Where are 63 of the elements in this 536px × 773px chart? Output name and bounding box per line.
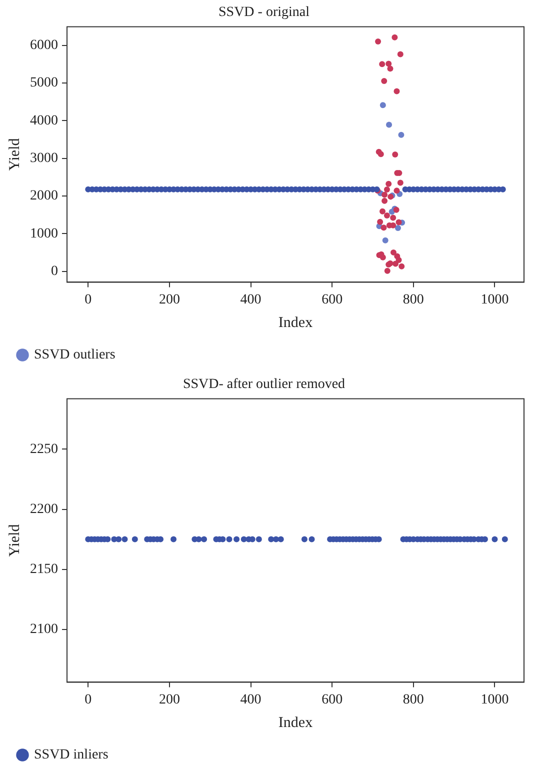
y-tick-label: 2100 [30,622,58,638]
point [394,88,400,94]
y-tick-label: 1000 [30,226,58,242]
point [377,218,384,225]
point [390,214,396,221]
x-tick-label: 1000 [480,692,509,708]
chart-title: SSVD - original [218,5,310,20]
x-tick-label: 200 [158,292,180,308]
y-axis-title: Yield [6,524,23,557]
point [379,61,386,68]
point [394,188,400,194]
x-tick-label: 600 [322,692,343,708]
x-tick-label: 400 [240,292,262,308]
point [381,78,388,84]
x-tick-label: 400 [240,692,262,708]
point [398,263,405,270]
legend-label: SSVD outliers [34,348,116,363]
x-axis-title: Index [278,714,314,731]
y-tick-label: 5000 [30,76,58,91]
x-tick-label: 0 [84,692,92,708]
point [384,186,390,193]
point [386,180,392,187]
point [382,192,388,198]
point [386,60,392,67]
y-tick-label: 0 [51,264,58,279]
point [382,198,388,204]
point [392,34,398,40]
point [394,224,401,231]
point [398,132,404,138]
x-tick-label: 200 [158,692,180,708]
y-axis-title: Yield [6,138,23,171]
point [397,51,404,58]
legend-label: SSVD inliers [34,748,108,763]
point [396,219,402,226]
point [386,122,392,128]
x-tick-label: 1000 [480,292,509,308]
x-tick-label: 800 [402,692,424,708]
y-tick-label: 3000 [30,150,58,166]
point [392,260,399,267]
point [382,237,388,244]
point [390,249,396,256]
point [397,180,404,186]
point [392,152,398,158]
x-tick-label: 0 [84,292,92,308]
y-tick-label: 2150 [30,562,58,577]
y-tick-label: 6000 [30,38,58,53]
chart-title: SSVD- after outlier removed [182,377,346,392]
y-tick-label: 2250 [30,442,58,457]
point [380,208,386,214]
point [384,268,390,274]
x-axis-title: Index [278,314,314,331]
point [387,66,394,72]
y-tick-label: 2000 [30,188,58,204]
x-tick-label: 600 [322,292,343,308]
point [378,151,384,158]
point [380,224,387,231]
y-tick-label: 2200 [30,502,58,517]
point [380,102,386,108]
point [384,212,390,219]
x-tick-label: 800 [402,292,424,308]
point [375,38,382,44]
point [380,254,386,260]
y-tick-label: 4000 [30,113,58,128]
